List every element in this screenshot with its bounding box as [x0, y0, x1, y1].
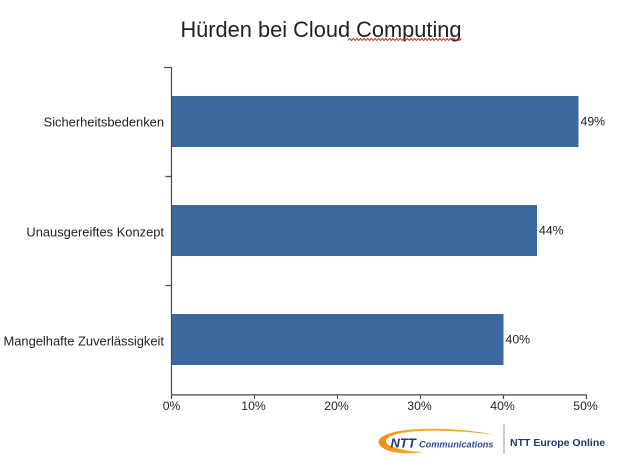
svg-text:40%: 40% [506, 333, 531, 347]
svg-text:40%: 40% [490, 399, 515, 413]
svg-text:NTT: NTT [391, 435, 417, 450]
svg-text:Unausgereiftes Konzept: Unausgereiftes Konzept [26, 224, 164, 239]
svg-text:10%: 10% [241, 399, 266, 413]
svg-text:50%: 50% [573, 399, 598, 413]
svg-text:20%: 20% [324, 399, 349, 413]
svg-text:Hürden bei Cloud Computing: Hürden bei Cloud Computing [180, 17, 461, 42]
svg-text:30%: 30% [407, 399, 432, 413]
svg-text:Sicherheitsbedenken: Sicherheitsbedenken [44, 115, 164, 130]
svg-text:49%: 49% [581, 115, 606, 129]
svg-text:0%: 0% [163, 399, 181, 413]
svg-text:Mangelhafte Zuverlässigkeit: Mangelhafte Zuverlässigkeit [4, 334, 165, 349]
svg-text:Communications: Communications [419, 439, 494, 449]
svg-text:NTT Europe Online: NTT Europe Online [510, 437, 605, 449]
svg-text:44%: 44% [539, 224, 564, 238]
